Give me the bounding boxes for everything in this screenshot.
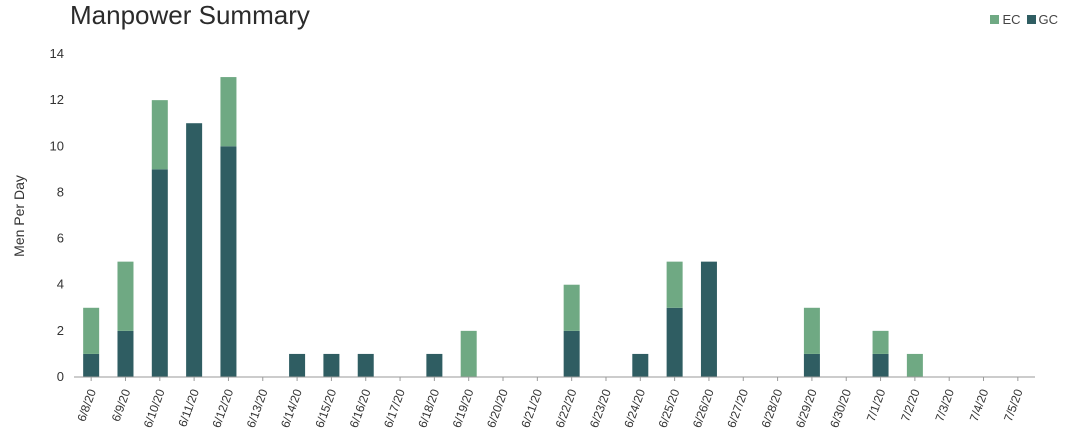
x-axis-ticks: 6/8/20 6/9/20 6/10/20 6/11/20 6/12/20 6/13/20…	[74, 377, 1026, 430]
x-tick-label: 6/27/20	[724, 387, 751, 430]
x-tick-label: 6/8/20	[74, 387, 99, 423]
x-tick-label: 6/11/20	[175, 387, 202, 429]
bars	[83, 77, 923, 377]
x-tick-label: 6/23/20	[587, 387, 614, 430]
bar-ec-7-2-20	[906, 353, 923, 377]
legend-item-gc: GC	[1026, 12, 1059, 27]
chart-title: Manpower Summary	[70, 0, 310, 30]
y-tick-label: 6	[57, 231, 64, 246]
x-tick-label: 6/13/20	[244, 387, 271, 430]
bar-ec-6-10-20	[151, 100, 168, 170]
legend-swatch-ec	[990, 15, 1000, 24]
bar-gc-6-29-20	[803, 353, 820, 377]
bar-ec-6-9-20	[117, 261, 134, 331]
bar-gc-6-10-20	[151, 169, 168, 377]
bar-ec-6-8-20	[83, 307, 100, 354]
legend-label-ec: EC	[1002, 12, 1021, 27]
y-axis-title: Men Per Day	[11, 175, 27, 257]
bar-gc-6-25-20	[666, 307, 683, 377]
y-tick-label: 4	[57, 277, 64, 292]
legend: EC GC	[990, 12, 1058, 27]
bar-ec-6-19-20	[460, 330, 477, 377]
legend-label-gc: GC	[1038, 12, 1059, 27]
bar-gc-6-11-20	[186, 123, 203, 377]
bar-ec-7-1-20	[872, 330, 889, 354]
x-tick-label: 6/29/20	[793, 387, 820, 430]
bar-ec-6-25-20	[666, 261, 683, 308]
x-tick-label: 6/16/20	[347, 387, 374, 430]
legend-item-ec: EC	[990, 12, 1021, 27]
y-tick-label: 0	[57, 369, 64, 384]
bar-gc-6-15-20	[323, 353, 340, 377]
y-tick-label: 8	[57, 184, 64, 199]
x-tick-label: 6/26/20	[690, 387, 717, 430]
y-tick-label: 12	[50, 92, 64, 107]
x-tick-label: 6/21/20	[518, 387, 545, 430]
y-tick-label: 2	[57, 323, 64, 338]
x-tick-label: 7/1/20	[864, 387, 889, 423]
x-tick-label: 6/17/20	[381, 387, 408, 430]
bar-ec-6-12-20	[220, 77, 237, 147]
x-tick-label: 6/10/20	[141, 387, 168, 430]
bar-gc-6-12-20	[220, 146, 237, 377]
x-tick-label: 6/25/20	[656, 387, 683, 430]
y-tick-label: 10	[50, 138, 64, 153]
bar-gc-6-8-20	[83, 353, 100, 377]
legend-swatch-gc	[1026, 15, 1036, 24]
x-tick-label: 6/9/20	[109, 387, 134, 423]
x-tick-label: 6/28/20	[759, 387, 786, 430]
x-tick-label: 6/20/20	[484, 387, 511, 430]
bar-gc-6-22-20	[563, 330, 580, 377]
x-tick-label: 6/18/20	[415, 387, 442, 430]
y-tick-label: 14	[50, 46, 64, 61]
bar-gc-6-24-20	[632, 353, 649, 377]
x-tick-label: 7/2/20	[898, 387, 923, 423]
bar-gc-6-18-20	[426, 353, 443, 377]
bar-gc-6-16-20	[357, 353, 374, 377]
x-tick-label: 6/24/20	[621, 387, 648, 430]
x-tick-label: 6/19/20	[450, 387, 477, 430]
bar-ec-6-29-20	[803, 307, 820, 354]
bar-ec-6-22-20	[563, 284, 580, 331]
x-tick-label: 6/22/20	[553, 387, 580, 430]
x-tick-label: 6/14/20	[278, 387, 305, 430]
x-tick-label: 6/15/20	[312, 387, 339, 430]
bar-gc-7-1-20	[872, 353, 889, 377]
x-tick-label: 6/12/20	[209, 387, 236, 430]
y-axis-ticks: 0 2 4 6 8 10 12 14	[50, 46, 64, 384]
x-tick-label: 6/30/20	[827, 387, 854, 430]
x-tick-label: 7/5/20	[1001, 387, 1026, 423]
bar-gc-6-14-20	[289, 353, 306, 377]
bar-gc-6-26-20	[700, 261, 717, 377]
x-tick-label: 7/4/20	[967, 387, 992, 423]
x-tick-label: 7/3/20	[932, 387, 957, 423]
bar-gc-6-9-20	[117, 330, 134, 377]
